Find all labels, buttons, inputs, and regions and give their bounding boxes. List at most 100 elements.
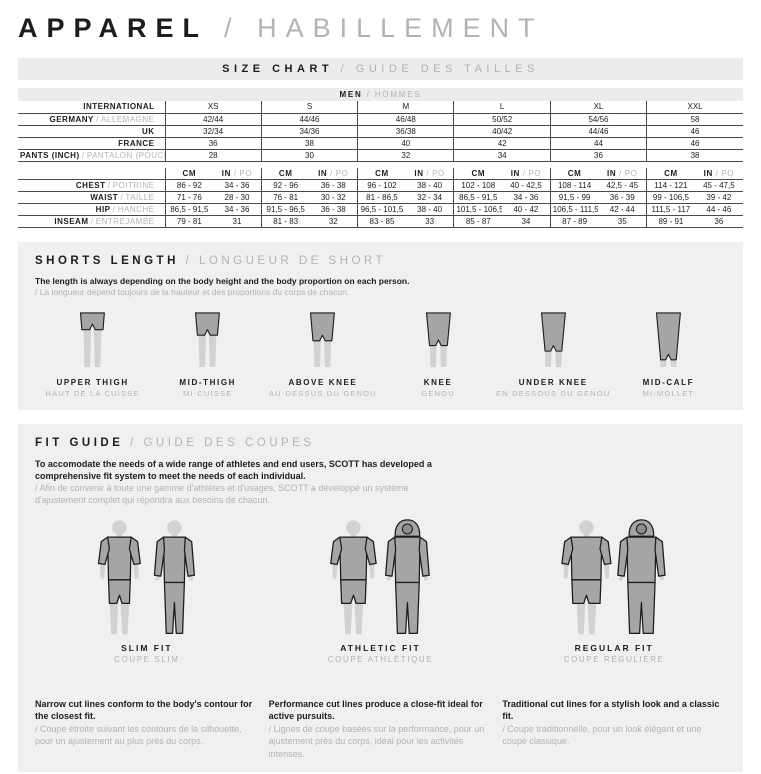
measurement-chest-label-en: CHEST	[75, 181, 106, 190]
unit-cm-header: CM	[357, 167, 406, 180]
size-cell: 34	[453, 149, 551, 162]
measurement-cell-in: 35	[598, 215, 647, 228]
measurement-cell-in: 42,5 - 45	[598, 179, 647, 192]
size-cell: 32	[357, 149, 454, 162]
unit-cm-header: CM	[260, 167, 310, 180]
measurement-cell-in: 38 - 40	[405, 203, 454, 216]
shorts-item-label-fr: AU-DESSUS DU GENOU	[268, 388, 377, 398]
shorts-figure-knee-icon	[425, 312, 451, 367]
body-measurements-table: CM IN / PO CM IN / PO CM IN / PO CM IN / PO CM IN…	[18, 167, 743, 228]
size-cell: 44	[549, 137, 647, 150]
shorts-length-heading: SHORTS LENGTH / LONGUEUR DE SHORT	[35, 255, 726, 267]
shorts-item-label-en: UNDER KNEE	[518, 377, 588, 387]
fit-label-en: ATHLETIC FIT	[340, 642, 421, 653]
measurement-cell-cm: 106,5 - 111,5	[549, 203, 599, 216]
unit-po: PO	[335, 168, 349, 178]
size-row-pants-inch: PANTS (INCH) / PANTALON (POUCE) 28 30 32 34 3…	[18, 149, 743, 162]
fit-description-en: Narrow cut lines conform to the body's c…	[35, 698, 253, 722]
size-cell: 42/44	[164, 113, 262, 126]
unit-in-separator: /	[619, 168, 622, 178]
men-header-en: MEN	[339, 90, 363, 99]
size-row-international: INTERNATIONAL XS S M L XL XXL	[18, 101, 743, 114]
unit-cm-header: CM	[646, 167, 695, 180]
measurement-row-label: INSEAM / ENTREJAMBE	[18, 215, 165, 228]
shorts-item-upper-thigh: UPPER THIGH HAUT DE LA CUISSE	[35, 309, 150, 398]
unit-in: IN	[414, 168, 424, 178]
measurement-cell-in: 34 - 36	[213, 203, 262, 216]
measurement-cell-in: 39 - 42	[694, 191, 743, 204]
measurement-cell-cm: 86,5 - 91,5	[164, 203, 214, 216]
fit-figures-slim-fit	[35, 517, 259, 637]
measurement-cell-in: 34 - 36	[502, 191, 551, 204]
measurement-cell-cm: 86,5 - 91,5	[453, 191, 503, 204]
measurement-inseam-label-en: INSEAM	[54, 217, 89, 226]
measurement-waist-label-en: WAIST	[90, 193, 119, 202]
size-row-international-label-en: INTERNATIONAL	[83, 102, 155, 112]
fit-description-regular-fit: Traditional cut lines for a stylish look…	[502, 698, 726, 761]
unit-in-po-header: IN / PO	[309, 167, 358, 180]
measurement-hip-label-fr: HANCHE	[117, 205, 155, 214]
measurements-header-row: CM IN / PO CM IN / PO CM IN / PO CM IN / PO CM IN…	[18, 167, 743, 180]
fit-label-en: REGULAR FIT	[574, 642, 654, 653]
shorts-item-label-fr: MI-CUISSE	[182, 388, 233, 398]
unit-in: IN	[510, 168, 520, 178]
fit-description-fr: / Coupe étroite suivant les contours de …	[35, 723, 242, 747]
size-chart-heading-en: SIZE CHART	[222, 63, 334, 75]
measurement-cell-cm: 102 - 108	[453, 179, 503, 192]
measurement-cell-in: 36 - 38	[309, 203, 358, 216]
fit-description-en: Performance cut lines produce a close-fi…	[268, 698, 483, 722]
fit-guide-description-fr: / Afin de convenir à toute une gamme d'a…	[35, 483, 409, 506]
measurement-cell-in: 30 - 32	[309, 191, 358, 204]
size-cell: 36	[164, 137, 262, 150]
shorts-item-mid-thigh: MID-THIGH MI-CUISSE	[150, 309, 265, 398]
measurement-cell-cm: 81 - 83	[260, 215, 310, 228]
unit-po: PO	[624, 168, 638, 178]
measurement-cell-cm: 86 - 92	[164, 179, 214, 192]
page-title-fr: HABILLEMENT	[257, 13, 544, 43]
size-cell: 32/34	[164, 125, 262, 138]
measurement-cell-cm: 91,5 - 99	[549, 191, 599, 204]
unit-in: IN	[221, 168, 231, 178]
size-cell: XXL	[646, 101, 743, 114]
measurement-cell-in: 31	[213, 215, 262, 228]
page-title-en: APPAREL	[18, 13, 208, 43]
size-row-uk: UK 32/34 34/36 36/38 40/42 44/46 46	[18, 125, 743, 138]
size-row-label: UK	[18, 125, 165, 138]
measurement-cell-in: 45 - 47,5	[694, 179, 743, 192]
fit-group-athletic-fit: ATHLETIC FIT COUPE ATHLÉTIQUE	[269, 517, 493, 664]
shorts-length-heading-en: SHORTS LENGTH	[35, 255, 179, 267]
measurement-cell-cm: 96 - 102	[357, 179, 406, 192]
measurement-cell-in: 32	[309, 215, 358, 228]
fit-label-fr: COUPE RÉGULIÈRE	[563, 654, 665, 664]
size-row-label: FRANCE	[18, 137, 165, 150]
shorts-length-heading-separator: /	[185, 255, 193, 267]
fit-figures-regular-fit	[502, 517, 726, 637]
measurement-row-label: HIP / HANCHE	[18, 203, 165, 216]
measurement-cell-in: 33	[405, 215, 454, 228]
fit-guide-heading-fr: GUIDE DES COUPES	[143, 436, 315, 449]
size-row-germany-label-en: GERMANY	[49, 114, 94, 124]
unit-cm-header: CM	[164, 167, 214, 180]
measurement-chest-label-fr: POITRINE	[112, 181, 155, 190]
unit-in: IN	[703, 168, 713, 178]
measurement-waist-label-fr: TAILLE	[125, 193, 155, 202]
measurement-cell-cm: 85 - 87	[453, 215, 503, 228]
unit-po: PO	[432, 168, 445, 178]
size-row-france: FRANCE 36 38 40 42 44 46	[18, 137, 743, 150]
measurement-cell-cm: 87 - 89	[549, 215, 599, 228]
size-row-germany: GERMANY / ALLEMAGNE 42/44 44/46 46/48 50/52 5…	[18, 113, 743, 126]
size-chart-heading-separator: /	[340, 63, 349, 75]
size-chart-heading: SIZE CHART / GUIDE DES TAILLES	[18, 58, 743, 80]
measurement-cell-in: 32 - 34	[405, 191, 454, 204]
unit-in-separator: /	[426, 168, 430, 178]
measurement-cell-cm: 71 - 76	[164, 191, 214, 204]
measurement-waist-label-separator: /	[120, 193, 124, 202]
measurement-hip-label-en: HIP	[95, 205, 111, 214]
size-row-label: INTERNATIONAL	[18, 101, 165, 114]
size-chart-heading-fr: GUIDE DES TAILLES	[355, 63, 539, 75]
size-cell: 30	[260, 149, 358, 162]
unit-po: PO	[528, 168, 542, 178]
fit-description-fr: / Coupe traditionnelle, pour un look élé…	[502, 723, 702, 747]
measurement-cell-cm: 111,5 - 117	[646, 203, 695, 216]
